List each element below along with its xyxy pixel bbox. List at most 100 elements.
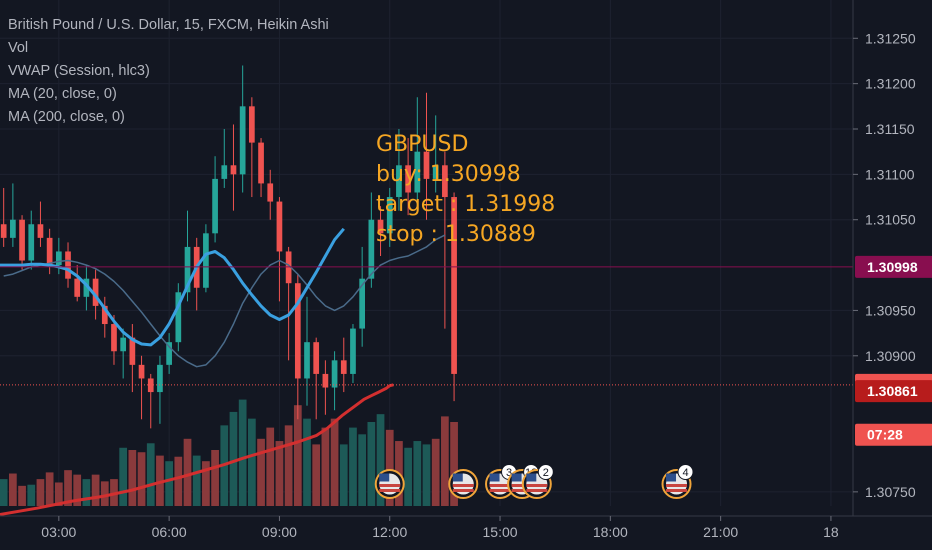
candle-body bbox=[304, 342, 310, 379]
volume-bar bbox=[431, 438, 440, 506]
candle-body bbox=[267, 183, 274, 202]
price-label-box[interactable] bbox=[855, 423, 932, 446]
volume-bar bbox=[404, 447, 412, 506]
candle-body bbox=[359, 278, 366, 329]
candle-body bbox=[74, 278, 81, 297]
time-tick-label: 21:00 bbox=[703, 524, 738, 540]
flag-stripe bbox=[489, 484, 511, 487]
volume-bar bbox=[100, 481, 109, 506]
ma200-line bbox=[0, 383, 394, 516]
event-marker[interactable] bbox=[448, 469, 479, 499]
flag-stripe bbox=[526, 484, 548, 487]
price-tick-label: 1.31100 bbox=[865, 166, 915, 182]
candle-body bbox=[451, 197, 457, 374]
candle-body bbox=[212, 178, 218, 234]
volume-bar bbox=[91, 474, 100, 506]
volume-bar bbox=[312, 444, 321, 506]
volume-bar bbox=[349, 427, 357, 506]
price-tick-label: 1.31250 bbox=[865, 30, 916, 46]
candle-body bbox=[28, 224, 35, 261]
economic-events[interactable]: 31224 bbox=[374, 464, 694, 499]
candle-body bbox=[414, 151, 421, 193]
price-label-text: 1.30861 bbox=[867, 383, 918, 399]
price-label-box[interactable] bbox=[855, 380, 932, 403]
volume-bar bbox=[303, 418, 311, 506]
price-tick-label: 1.30900 bbox=[865, 348, 916, 364]
event-marker[interactable]: 2 bbox=[521, 464, 554, 499]
time-tick-label: 09:00 bbox=[262, 524, 297, 540]
price-tick-label: 1.30750 bbox=[865, 484, 916, 500]
volume-bar bbox=[9, 473, 17, 506]
volume-bar bbox=[275, 441, 284, 506]
candle-body bbox=[331, 360, 338, 388]
time-axis[interactable]: 03:00 06:00 09:00 12:00 15:00 18:00 21:00 18 bbox=[0, 515, 932, 540]
candle-body bbox=[405, 165, 411, 193]
legend-ma20[interactable]: MA (20, close, 0) bbox=[8, 86, 117, 102]
volume-bar bbox=[229, 411, 238, 506]
flag-stripe bbox=[666, 489, 688, 492]
candle-body bbox=[294, 283, 301, 379]
volume-bar bbox=[284, 425, 293, 506]
volume-bar bbox=[367, 422, 376, 506]
volume-bar bbox=[128, 450, 137, 506]
chart-legend: British Pound / U.S. Dollar, 15, FXCM, H… bbox=[8, 14, 329, 129]
volume-bar bbox=[82, 479, 91, 506]
candle-body bbox=[221, 165, 228, 179]
candle-body bbox=[19, 219, 25, 261]
volume-bar bbox=[385, 429, 394, 506]
candle-body bbox=[396, 165, 402, 198]
candlesticks bbox=[0, 65, 457, 429]
volume-bar bbox=[192, 455, 201, 506]
event-marker[interactable] bbox=[374, 469, 405, 499]
time-tick-label: 18 bbox=[823, 524, 839, 540]
candle-body bbox=[386, 197, 393, 234]
flag-stripe bbox=[452, 489, 474, 492]
legend-symbol[interactable]: British Pound / U.S. Dollar, 15, FXCM, H… bbox=[8, 17, 329, 33]
price-tick-label: 1.31150 bbox=[865, 121, 915, 137]
legend-ma200[interactable]: MA (200, close, 0) bbox=[8, 109, 125, 125]
candle-body bbox=[184, 246, 191, 293]
candle-body bbox=[350, 328, 356, 374]
legend-vol[interactable]: Vol bbox=[8, 40, 29, 56]
candle-body bbox=[239, 106, 246, 175]
candle-body bbox=[37, 224, 44, 238]
volume-bar bbox=[376, 414, 385, 506]
event-marker[interactable]: 3 bbox=[485, 464, 518, 499]
price-tick-label: 1.30950 bbox=[865, 302, 916, 318]
note-buy: buy: 1.30998 bbox=[376, 162, 521, 187]
flag-stripe bbox=[379, 489, 401, 492]
price-label-text: 07:28 bbox=[867, 427, 903, 443]
event-badge-count: 3 bbox=[506, 467, 512, 479]
candle-body bbox=[166, 342, 172, 365]
flag-stripe bbox=[379, 484, 401, 487]
price-tick-label: 1.31200 bbox=[865, 76, 916, 92]
volume-bar bbox=[54, 482, 63, 506]
volume-bar bbox=[27, 484, 36, 506]
event-badge bbox=[537, 464, 554, 480]
time-tick-label: 12:00 bbox=[372, 524, 407, 540]
candle-body bbox=[313, 342, 320, 374]
price-axis[interactable]: 1.31250 1.31200 1.31150 1.31100 1.31050 1.309… bbox=[852, 0, 932, 550]
candle-body bbox=[423, 151, 430, 179]
flag-canton bbox=[452, 473, 463, 482]
flag-canton bbox=[511, 473, 522, 482]
candle-body bbox=[138, 364, 145, 379]
volume-bar bbox=[64, 470, 72, 506]
volume-bar bbox=[119, 447, 128, 506]
volume-bar bbox=[0, 479, 8, 506]
vwap-line bbox=[0, 227, 345, 347]
candle-body bbox=[92, 278, 99, 306]
candle-body bbox=[157, 364, 163, 393]
trade-note[interactable]: GBPUSD buy: 1.30998 target : 1.31998 sto… bbox=[376, 130, 555, 250]
event-marker[interactable]: 4 bbox=[661, 464, 694, 499]
price-label-box[interactable] bbox=[855, 255, 932, 278]
event-badge-count: 2 bbox=[543, 467, 549, 479]
volume-bar bbox=[202, 461, 210, 506]
legend-vwap[interactable]: VWAP (Session, hlc3) bbox=[8, 63, 150, 79]
candle-body bbox=[83, 278, 90, 297]
volume-bar bbox=[146, 443, 155, 506]
candle-body bbox=[432, 165, 439, 179]
volume-bar bbox=[18, 485, 26, 506]
candle-body bbox=[101, 305, 108, 325]
